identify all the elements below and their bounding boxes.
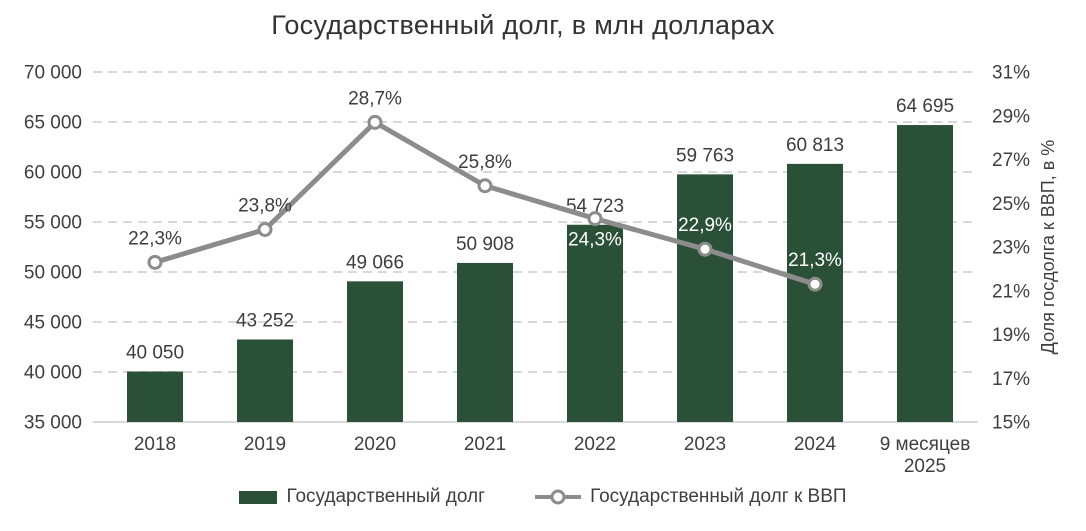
line-marker-icon [535,489,582,505]
legend-label-debt: Государственный долг [286,486,486,507]
x-axis-category-label: 2019 [244,434,286,455]
left-axis-tick-label: 45 000 [24,313,82,334]
bar-2018 [127,371,183,422]
x-axis-category-label: 2018 [134,434,176,455]
bar-value-label: 64 695 [896,96,954,117]
left-axis-tick-label: 70 000 [24,63,82,84]
bar-value-label: 60 813 [786,135,844,156]
bar-value-label: 54 723 [566,196,624,217]
line-value-label: 22,9% [678,215,732,236]
line-marker [257,222,273,237]
right-axis-title: Доля госдолга к ВВП, в % [1038,140,1058,355]
line-marker [477,178,493,194]
right-axis-tick-label: 21% [992,281,1030,302]
left-axis-tick-label: 40 000 [24,363,82,384]
line-value-label: 23,8% [238,196,292,217]
bar-2019 [237,339,293,422]
right-axis-tick-label: 15% [992,413,1030,434]
left-axis-tick-label: 65 000 [24,113,82,134]
bar-2023 [677,174,733,422]
bar-value-label: 43 252 [236,310,294,331]
line-marker [807,276,823,292]
line-value-label: 28,7% [348,88,402,109]
legend-label-debt-to-gdp: Государственный долг к ВВП [590,486,847,507]
bar-value-label: 40 050 [126,343,184,364]
x-axis-category-label: 9 месяцев 2025 [880,434,971,477]
bar-2020 [347,281,403,422]
legend-item-debt-to-gdp: Государственный долг к ВВП [535,486,847,508]
x-axis-category-label: 2022 [574,434,616,455]
left-axis-tick-label: 55 000 [24,213,82,234]
right-axis-tick-label: 29% [992,106,1030,127]
line-marker [697,241,713,257]
bar-9-месяцев-2025 [897,125,953,423]
right-axis-tick-label: 19% [992,325,1030,346]
left-axis-tick-label: 60 000 [24,163,82,184]
line-marker [367,114,383,130]
bar-2024 [787,163,843,422]
marker-ring-icon [550,489,566,505]
line-marker [587,211,603,227]
right-axis-tick-label: 25% [992,194,1030,215]
line-value-label: 25,8% [458,152,512,173]
bar-2022 [567,224,623,422]
right-axis-tick-label: 17% [992,369,1030,390]
bar-value-label: 59 763 [676,145,734,166]
x-axis-category-label: 2024 [794,434,837,455]
x-axis-category-label: 2023 [684,434,726,455]
bar-value-label: 50 908 [456,234,514,255]
chart-title: Государственный долг, в млн долларах [271,10,775,40]
x-axis-category-label: 2020 [354,434,396,455]
x-axis-category-label: 2021 [464,434,506,455]
bar-swatch-icon [239,490,278,504]
right-axis-tick-label: 27% [992,150,1030,171]
left-axis-tick-label: 50 000 [24,263,82,284]
line-value-label: 21,3% [788,250,842,271]
right-axis-tick-label: 31% [992,63,1030,84]
right-axis-tick-label: 23% [992,238,1030,259]
line-value-label: 22,3% [128,228,182,249]
bar-value-label: 49 066 [346,252,404,273]
line-marker [147,254,163,270]
legend: Государственный долг Государственный дол… [0,486,1086,508]
line-value-label: 24,3% [568,230,622,251]
left-axis-tick-label: 35 000 [24,413,82,434]
bar-2021 [457,262,513,422]
legend-item-debt: Государственный долг [239,486,485,508]
